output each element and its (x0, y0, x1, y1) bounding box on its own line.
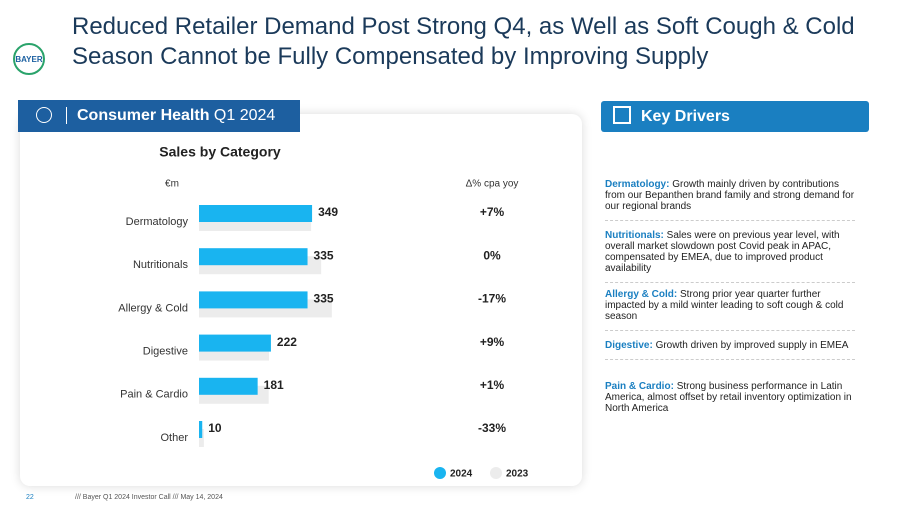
change-value: -33% (478, 421, 506, 435)
tab-rest: Q1 2024 (213, 107, 276, 124)
slide-title: Reduced Retailer Demand Post Strong Q4, … (72, 13, 855, 70)
value-label: 349 (318, 205, 338, 219)
logo-text: BAYER (15, 55, 42, 64)
bar-2024 (199, 205, 313, 222)
driver-item: Allergy & Cold: Strong prior year quarte… (605, 289, 855, 331)
driver-text: Growth driven by improved supply in EMEA (655, 340, 849, 351)
bar-2024 (199, 248, 308, 266)
change-label: Δ% cpa yoy (466, 179, 519, 190)
driver-item: Dermatology: Growth mainly driven by con… (605, 179, 855, 221)
driver-label: Allergy & Cold: (605, 289, 678, 300)
legend-swatch (434, 467, 446, 479)
bar-2024 (199, 334, 271, 352)
value-label: 335 (314, 248, 334, 262)
value-label: 335 (314, 292, 334, 306)
tab-bold: Consumer Health (77, 107, 210, 124)
page-number: 22 (26, 494, 34, 501)
unit-label: €m (165, 179, 179, 190)
driver-item: Digestive: Growth driven by improved sup… (605, 340, 855, 360)
driver-label: Digestive: (605, 340, 653, 351)
change-value: 0% (483, 248, 501, 262)
category-label: Pain & Cardio (120, 389, 188, 401)
value-label: 181 (264, 378, 284, 392)
driver-text: Growth mainly driven by contributions fr… (605, 179, 855, 212)
logo: BAYER (13, 43, 45, 75)
chart-title: Sales by Category (159, 144, 281, 160)
value-label: 10 (208, 421, 222, 435)
bar-2024 (199, 421, 203, 438)
driver-label: Nutritionals: (605, 230, 664, 241)
driver-text: Sales were on previous year level, with … (605, 230, 840, 274)
key-drivers-header: Key Drivers (601, 101, 869, 132)
category-label: Nutritionals (133, 259, 189, 271)
key-drivers-title: Key Drivers (641, 108, 730, 125)
legend-label: 2023 (506, 469, 529, 480)
category-label: Other (160, 432, 188, 444)
category-label: Digestive (143, 346, 188, 358)
driver-label: Pain & Cardio: (605, 381, 674, 392)
legend-swatch (490, 467, 502, 479)
driver-item: Nutritionals: Sales were on previous yea… (605, 230, 855, 283)
change-value: +9% (480, 335, 505, 349)
category-label: Dermatology (126, 216, 189, 228)
category-label: Allergy & Cold (118, 302, 188, 314)
driver-text: Strong prior year quarter further impact… (605, 289, 844, 322)
change-value: +1% (480, 378, 505, 392)
driver-label: Dermatology: (605, 179, 670, 190)
panel-tab: Consumer Health Q1 2024 (18, 100, 300, 132)
legend-label: 2024 (450, 469, 473, 480)
driver-item: Pain & Cardio: Strong business performan… (605, 381, 855, 422)
change-value: -17% (478, 292, 506, 306)
bar-2024 (199, 377, 258, 395)
driver-text: Strong business performance in Latin Ame… (605, 381, 852, 414)
footer: /// Bayer Q1 2024 Investor Call /// May … (75, 494, 223, 501)
bar-2024 (199, 291, 308, 309)
value-label: 222 (277, 335, 297, 349)
change-value: +7% (480, 205, 505, 219)
